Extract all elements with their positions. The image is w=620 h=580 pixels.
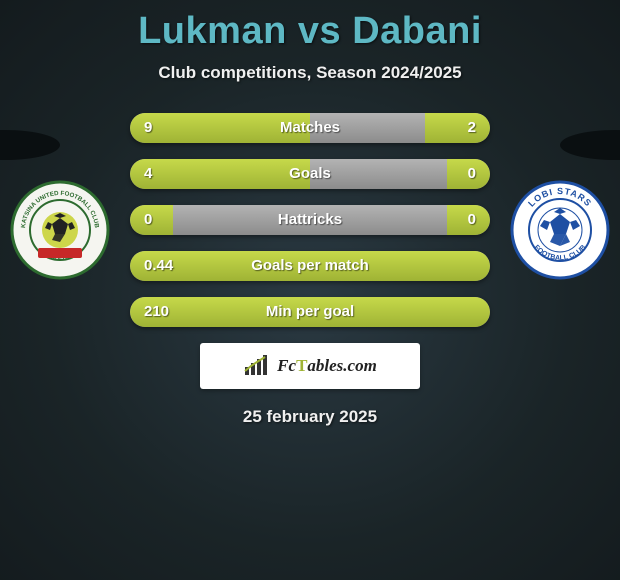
stat-label: Goals per match	[130, 251, 490, 281]
stat-row: 0.44Goals per match	[130, 251, 490, 281]
katsina-badge-svg: KATSINA UNITED FOOTBALL CLUB FOUNDED 201…	[10, 180, 110, 280]
vs-text: vs	[298, 10, 341, 52]
date: 25 february 2025	[0, 407, 620, 427]
stat-label: Matches	[130, 113, 490, 143]
stat-row: 210Min per goal	[130, 297, 490, 327]
brand-pre: Fc	[277, 356, 296, 375]
stat-row: 40Goals	[130, 159, 490, 189]
stats-bars: 92Matches 40Goals 00Hattricks 0.44Goals per…	[130, 113, 490, 327]
silhouette-left	[0, 130, 60, 160]
brand-text: FcTables.com	[277, 356, 377, 376]
stat-row: 92Matches	[130, 113, 490, 143]
stat-row: 00Hattricks	[130, 205, 490, 235]
player-right-name: Dabani	[352, 10, 482, 52]
brand-highlight: T	[296, 356, 307, 375]
stat-label: Hattricks	[130, 205, 490, 235]
club-badge-left: KATSINA UNITED FOOTBALL CLUB FOUNDED 201…	[10, 180, 110, 280]
player-left-name: Lukman	[138, 10, 287, 52]
chart-icon	[243, 355, 271, 377]
subtitle: Club competitions, Season 2024/2025	[0, 63, 620, 83]
brand-box[interactable]: FcTables.com	[200, 343, 420, 389]
page-title: Lukman vs Dabani	[0, 10, 620, 53]
lobi-badge-svg: LOBI STARS FOOTBALL CLUB	[510, 180, 610, 280]
stat-label: Goals	[130, 159, 490, 189]
brand-post: ables.com	[307, 356, 376, 375]
club-badge-right: LOBI STARS FOOTBALL CLUB	[510, 180, 610, 280]
stat-label: Min per goal	[130, 297, 490, 327]
silhouette-right	[560, 130, 620, 160]
